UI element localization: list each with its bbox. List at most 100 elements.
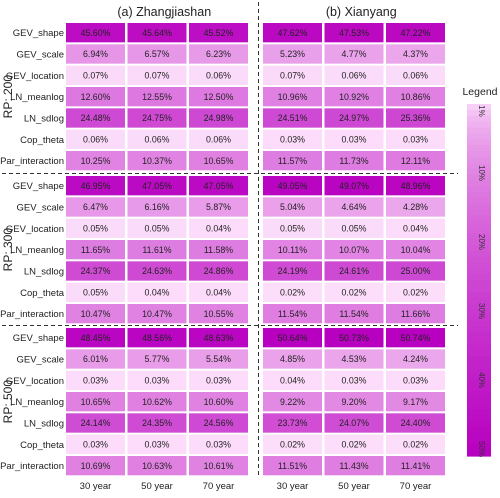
legend-swatch xyxy=(467,197,491,205)
heatmap-cell xyxy=(263,65,322,85)
legend-swatch xyxy=(467,344,491,351)
legend-swatch xyxy=(467,162,491,170)
cell-label: 10.60% xyxy=(204,397,234,407)
heatmap-cell xyxy=(66,349,125,369)
heatmap-cell xyxy=(386,434,445,454)
cell-label: 48.56% xyxy=(142,333,172,343)
legend-swatch xyxy=(467,174,491,181)
heatmap-cell xyxy=(66,197,125,217)
heatmap-cell xyxy=(189,349,248,369)
heatmap-cell xyxy=(324,370,384,390)
cell-label: 9.20% xyxy=(342,397,367,407)
heatmap-cell xyxy=(189,218,248,238)
heatmap-cell xyxy=(324,303,384,324)
cell-label: 49.07% xyxy=(339,181,369,191)
cell-label: 10.47% xyxy=(81,309,111,319)
cell-label: 11.65% xyxy=(81,245,110,255)
cell-label: 0.03% xyxy=(83,376,108,386)
heatmap-cell xyxy=(66,282,125,302)
column-label: 50 year xyxy=(141,481,173,492)
legend-tick-label: 40% xyxy=(477,372,486,388)
heatmap-cell xyxy=(127,261,187,281)
heatmap-cell xyxy=(189,65,248,85)
heatmap-cell xyxy=(127,150,187,171)
column-label: 30 year xyxy=(277,481,309,492)
legend-swatch xyxy=(467,244,491,252)
cell-label: 24.51% xyxy=(278,113,308,123)
heatmap-cell xyxy=(386,282,445,302)
cell-label: 10.11% xyxy=(278,245,307,255)
legend-swatch xyxy=(467,139,491,146)
panel-title: (a) Zhangjiashan xyxy=(117,5,211,19)
heatmap-cell xyxy=(263,282,322,302)
cell-label: 47.05% xyxy=(142,181,172,191)
cell-label: 45.64% xyxy=(142,28,172,38)
cell-label: 11.61% xyxy=(142,245,171,255)
heatmap-cell xyxy=(386,261,445,281)
legend-swatch xyxy=(467,385,491,393)
heatmap-cell xyxy=(263,218,322,238)
legend-swatch xyxy=(467,156,491,164)
cell-label: 0.02% xyxy=(342,288,367,298)
heatmap-cell xyxy=(127,65,187,85)
cell-label: 24.14% xyxy=(81,418,111,428)
heatmap-cell xyxy=(66,370,125,390)
cell-label: 25.00% xyxy=(401,266,431,276)
cell-label: 12.55% xyxy=(142,92,172,102)
legend-swatch xyxy=(467,180,491,187)
cell-label: 12.11% xyxy=(401,156,430,166)
cell-label: 0.07% xyxy=(145,71,170,81)
heatmap-cell xyxy=(127,108,187,128)
heatmap-cell xyxy=(189,150,248,171)
legend-swatch xyxy=(467,268,491,275)
cell-label: 0.04% xyxy=(206,224,231,234)
legend-swatch xyxy=(467,291,491,299)
cell-label: 10.69% xyxy=(81,461,111,471)
cell-label: 11.54% xyxy=(339,309,368,319)
cell-label: 24.19% xyxy=(278,266,308,276)
heatmap-cell xyxy=(189,108,248,128)
heatmap-cell xyxy=(386,65,445,85)
heatmap-cell xyxy=(66,65,125,85)
heatmap-cell xyxy=(189,239,248,260)
cell-label: 10.65% xyxy=(204,156,234,166)
cell-label: 4.85% xyxy=(280,354,305,364)
cell-label: 4.28% xyxy=(403,202,428,212)
heatmap-cell xyxy=(127,197,187,217)
cell-label: 0.05% xyxy=(342,224,367,234)
legend-swatch xyxy=(467,409,491,416)
panel-title: (b) Xianyang xyxy=(326,5,397,19)
cell-label: 0.03% xyxy=(145,376,170,386)
heatmap-cell xyxy=(324,197,384,217)
cell-label: 10.62% xyxy=(142,397,172,407)
cell-label: 0.06% xyxy=(83,135,108,145)
cell-label: 10.25% xyxy=(81,156,111,166)
heatmap-cell xyxy=(127,218,187,238)
heatmap-cell xyxy=(386,23,445,43)
cell-label: 0.03% xyxy=(206,440,231,450)
cell-label: 10.07% xyxy=(339,245,369,255)
heatmap-cell xyxy=(66,328,125,348)
heatmap-cell xyxy=(386,303,445,324)
heatmap-cell xyxy=(127,370,187,390)
cell-label: 12.50% xyxy=(204,92,234,102)
cell-label: 4.53% xyxy=(342,354,367,364)
legend-swatch xyxy=(467,403,491,410)
legend-swatch xyxy=(467,338,491,346)
cell-label: 10.65% xyxy=(81,397,111,407)
cell-label: 0.02% xyxy=(280,288,305,298)
row-label: GEV_location xyxy=(6,376,64,387)
heatmap-cell xyxy=(66,391,125,412)
legend-swatch xyxy=(467,250,491,258)
cell-label: 0.05% xyxy=(83,224,108,234)
row-label: Cop_theta xyxy=(20,440,65,451)
heatmap-cell xyxy=(66,108,125,128)
cell-label: 24.37% xyxy=(81,266,111,276)
cell-label: 10.47% xyxy=(142,309,172,319)
row-label: Par_interaction xyxy=(0,156,64,167)
heatmap-cell xyxy=(386,328,445,348)
heatmap-cell xyxy=(263,86,322,107)
heatmap-cell xyxy=(66,86,125,107)
legend-swatch xyxy=(467,350,491,357)
heatmap-cell xyxy=(127,434,187,454)
